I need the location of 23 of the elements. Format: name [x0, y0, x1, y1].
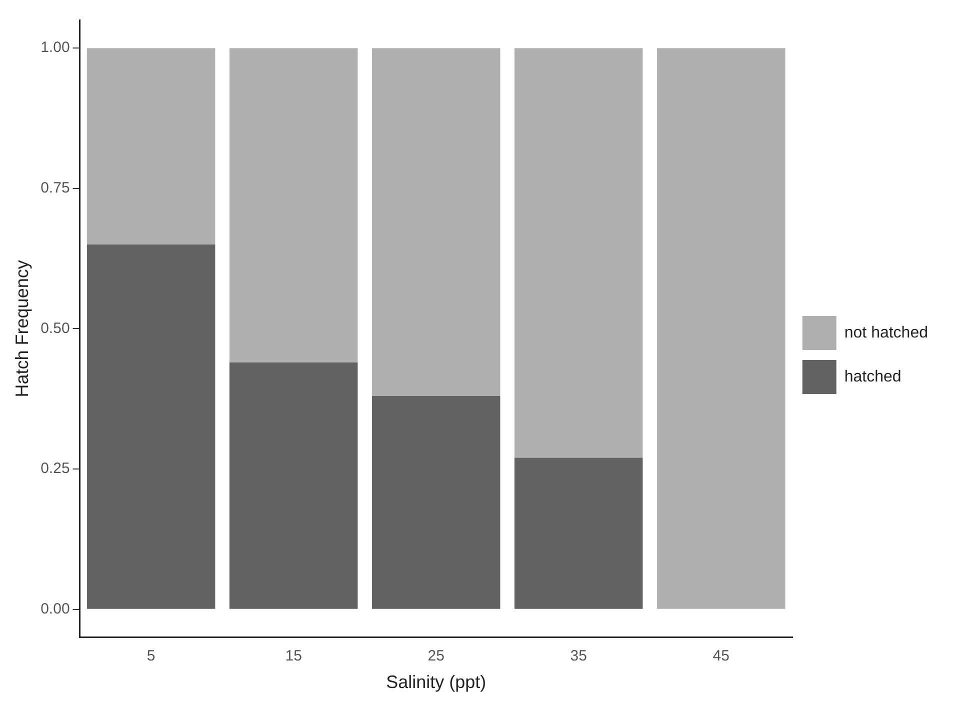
x-axis-title: Salinity (ppt)	[386, 672, 486, 692]
x-tick-label: 5	[146, 648, 156, 665]
bar	[229, 48, 358, 362]
x-tick-label: 15	[285, 648, 302, 665]
bar	[229, 362, 358, 609]
legend-label: not hatched	[844, 324, 928, 342]
y-tick-label: 0.50	[40, 320, 70, 337]
x-tick-label: 25	[428, 648, 444, 665]
bar	[372, 396, 500, 609]
x-tick-label: 35	[570, 648, 587, 665]
bar	[372, 48, 500, 396]
y-tick-label: 0.25	[40, 460, 70, 478]
bar	[514, 48, 643, 458]
bar	[656, 48, 786, 609]
y-tick-label: 0.75	[40, 180, 70, 197]
y-tick-label: 0.00	[40, 600, 70, 618]
y-tick-label: 1.00	[40, 39, 70, 56]
legend-label: hatched	[844, 368, 902, 386]
y-axis-title: Hatch Frequency	[12, 260, 32, 398]
bar	[514, 458, 643, 609]
bar	[86, 48, 216, 245]
bar	[86, 244, 216, 609]
x-tick-label: 45	[712, 648, 730, 665]
